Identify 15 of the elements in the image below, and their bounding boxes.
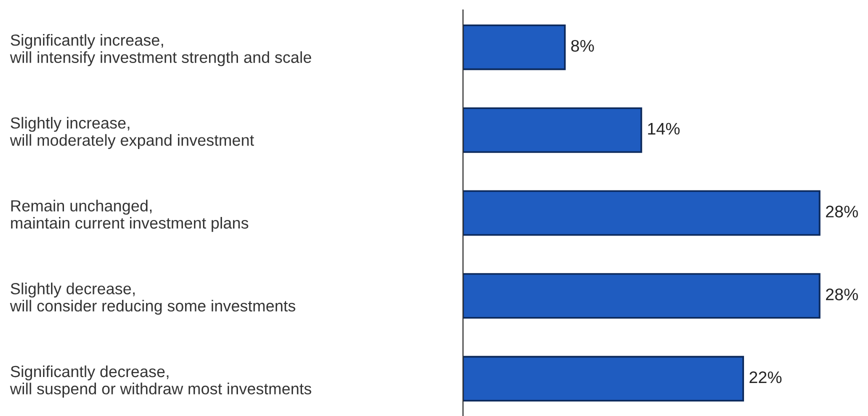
data-label: 22% [750, 371, 782, 384]
bar [463, 107, 642, 153]
data-label: 14% [648, 122, 680, 135]
bar [463, 273, 820, 319]
y-tick-label: Slightly increase, will moderately expand investment [10, 116, 254, 150]
data-label: 28% [826, 206, 858, 218]
data-label: 8% [571, 40, 594, 52]
y-tick-label: Remain unchanged, maintain current investment plans [11, 200, 248, 232]
bar [463, 190, 820, 236]
bar [463, 356, 744, 402]
y-tick-label: Significantly increase, will intensify investment strength and scale [10, 34, 312, 66]
bar [463, 24, 566, 70]
y-tick-label: Slightly decrease, will consider reducing some investments [10, 282, 296, 315]
y-tick-label: Significantly decrease, will suspend or withdraw most investments [10, 365, 312, 398]
data-label: 28% [826, 288, 858, 300]
